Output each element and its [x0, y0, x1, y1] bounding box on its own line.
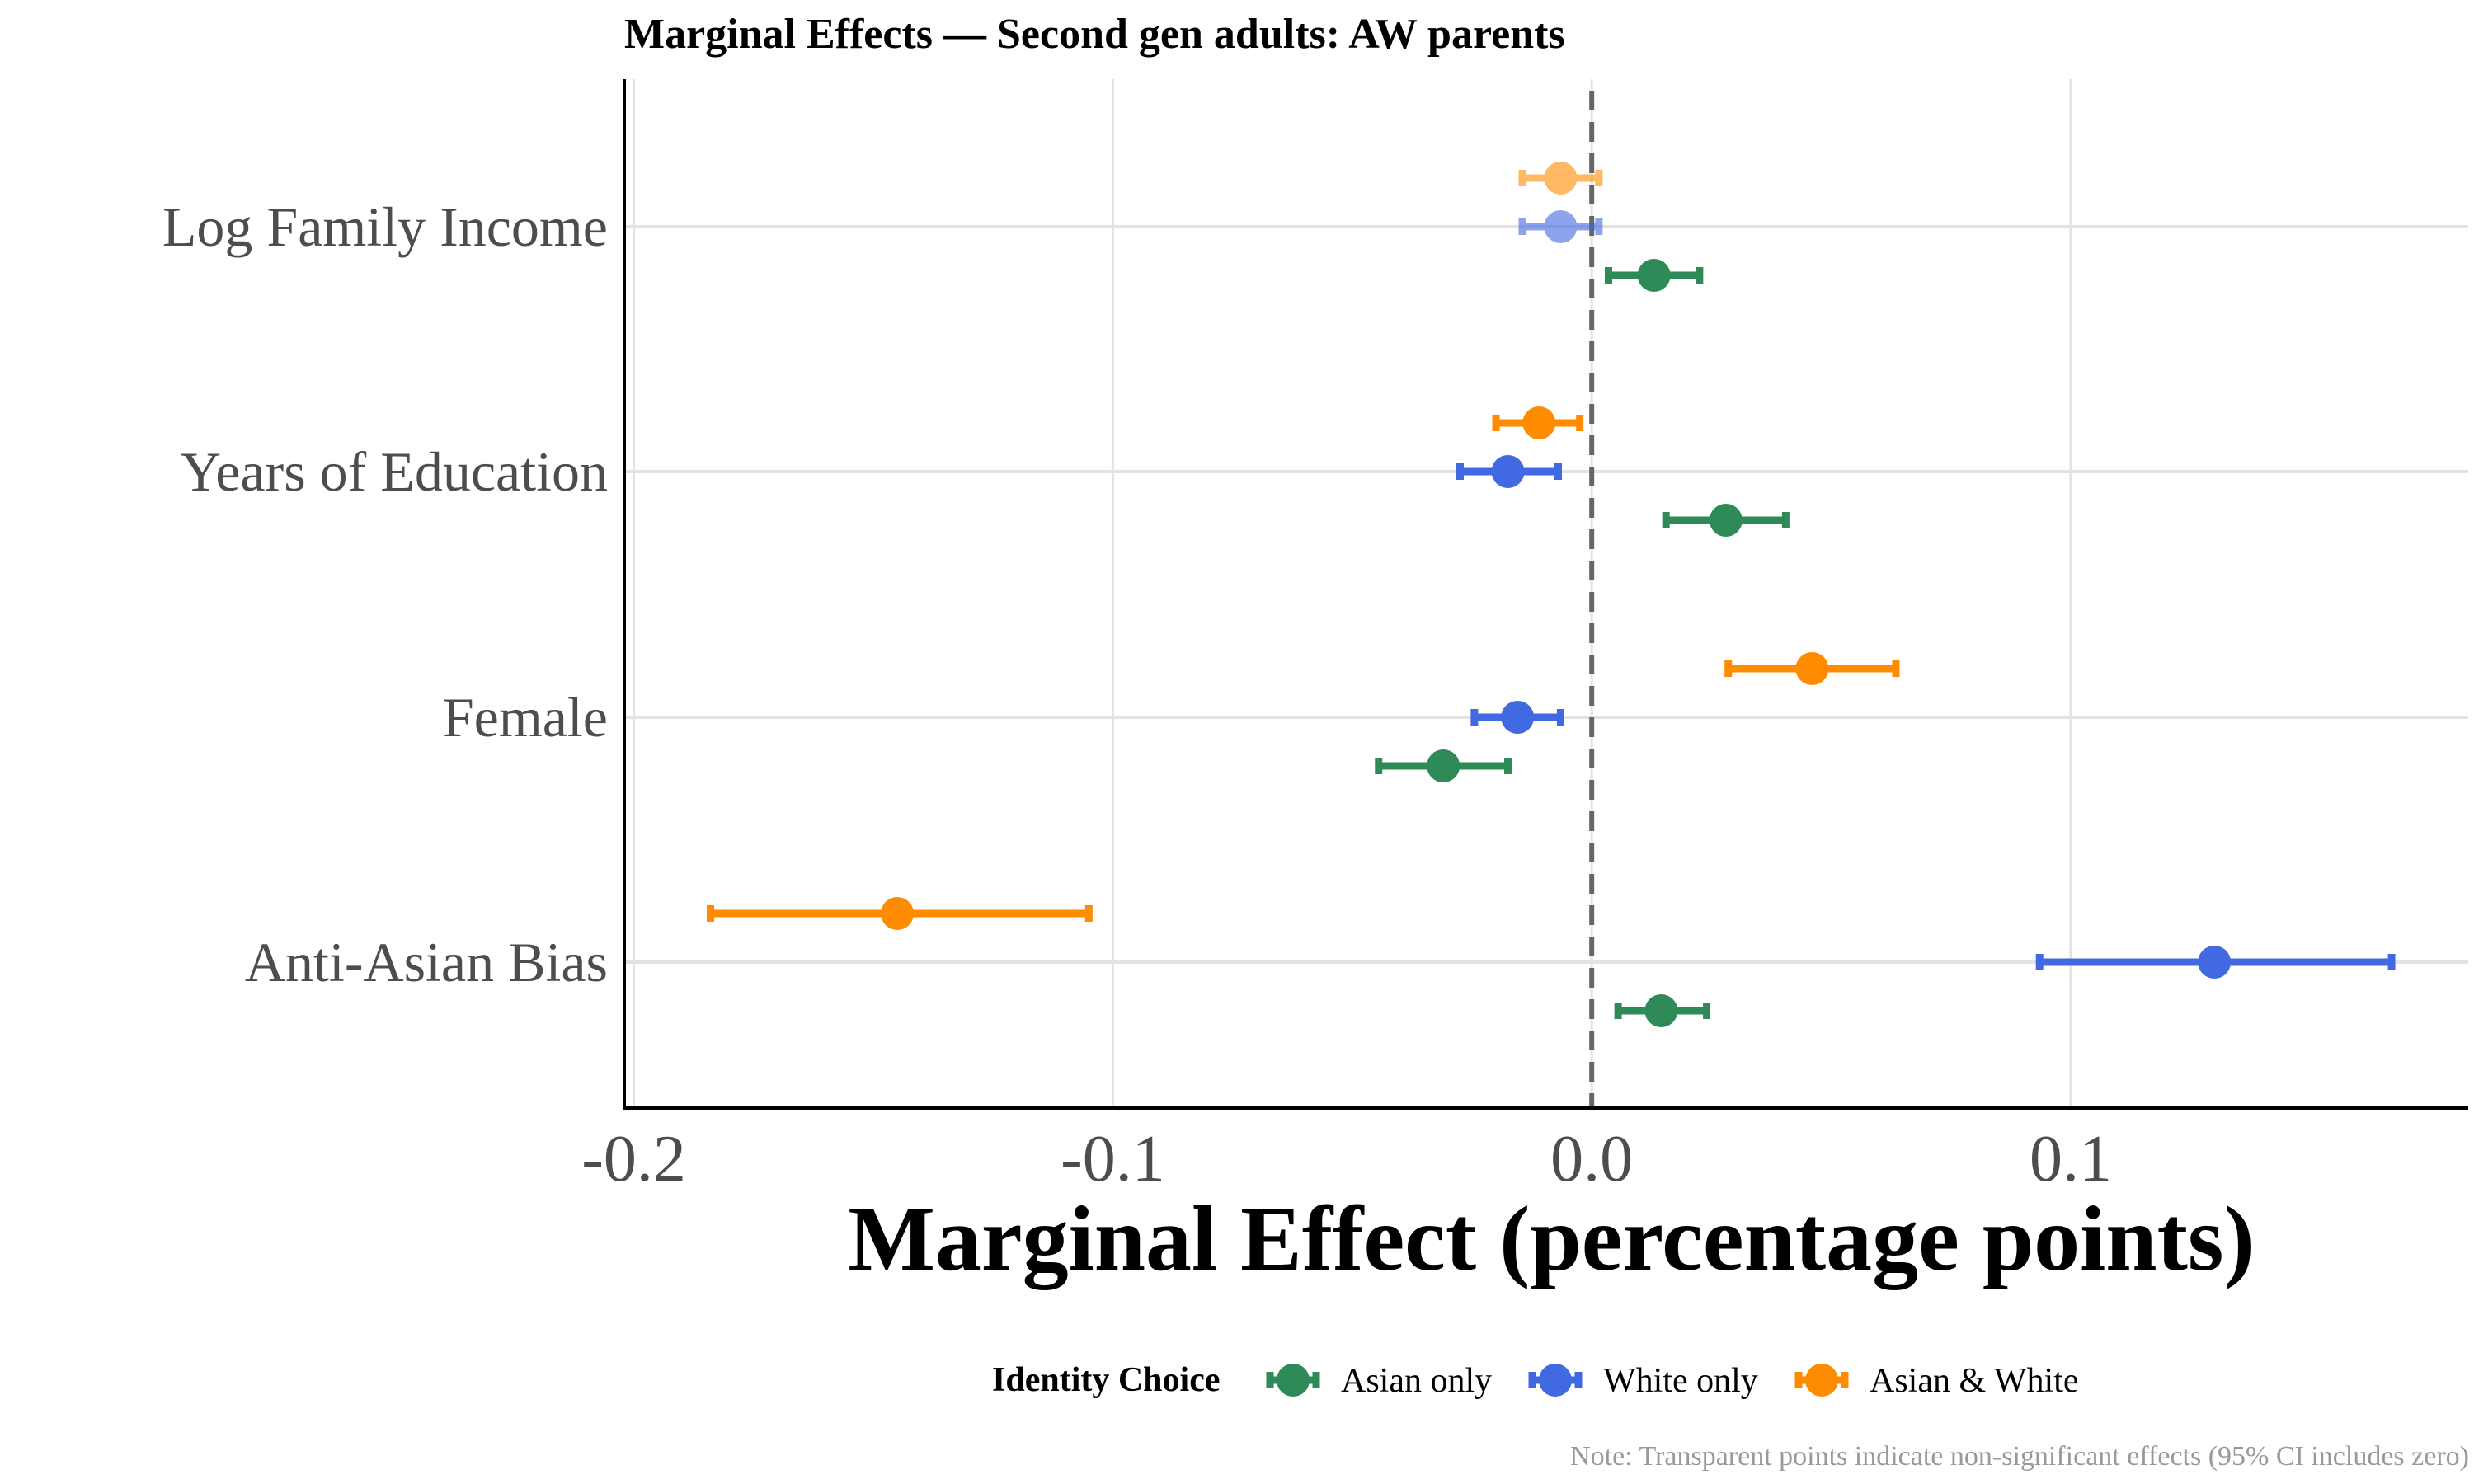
y-tick-label: Female: [443, 686, 608, 749]
y-tick-labels: Log Family Income Years of Education Femal…: [162, 195, 608, 993]
x-tick-labels: -0.2 -0.1 0.0 0.1: [581, 1123, 2112, 1195]
point-estimate: [1427, 749, 1460, 782]
error-bar-point: [1605, 259, 1704, 292]
point-estimate: [1501, 701, 1535, 734]
error-bar-point: [1518, 162, 1603, 195]
error-bar-point: [1614, 994, 1711, 1027]
legend-key-point: [1539, 1364, 1572, 1397]
legend-title: Identity Choice: [992, 1361, 1221, 1399]
point-estimate: [1709, 504, 1743, 537]
error-bar-point: [707, 897, 1093, 930]
legend-label: Asian only: [1341, 1362, 1492, 1400]
axes: [623, 79, 2468, 1110]
point-estimate: [881, 897, 915, 930]
error-bar-point: [1662, 504, 1790, 537]
x-tick-label: 0.1: [2030, 1123, 2112, 1195]
error-bar-point: [1492, 406, 1584, 439]
y-tick-label: Anti-Asian Bias: [245, 931, 608, 993]
error-bar-point: [1456, 455, 1563, 488]
point-estimate: [2198, 946, 2232, 979]
legend-label: White only: [1603, 1362, 1758, 1400]
x-tick-label: -0.2: [581, 1123, 686, 1195]
error-bar-point: [1518, 210, 1603, 243]
point-estimate: [1544, 210, 1578, 243]
point-estimate: [1522, 406, 1556, 439]
error-bar-point: [2035, 946, 2396, 979]
legend-label: Asian & White: [1870, 1362, 2079, 1400]
chart-title: Marginal Effects — Second gen adults: AW…: [624, 11, 1565, 58]
data-marks: [707, 162, 2396, 1027]
x-tick-label: -0.1: [1061, 1123, 1165, 1195]
point-estimate: [1491, 455, 1525, 488]
legend: Identity Choice Asian only White only Asia…: [992, 1361, 2079, 1400]
x-tick-label: 0.0: [1550, 1123, 1633, 1195]
point-estimate: [1544, 162, 1578, 195]
legend-key-point: [1805, 1364, 1838, 1397]
error-bar-point: [1724, 652, 1900, 685]
legend-key-point: [1277, 1364, 1310, 1397]
point-estimate: [1637, 259, 1671, 292]
x-axis-label: Marginal Effect (percentage points): [848, 1188, 2255, 1290]
point-estimate: [1644, 994, 1678, 1027]
y-tick-label: Years of Education: [181, 440, 608, 503]
error-bar-point: [1375, 749, 1512, 782]
error-bar-point: [1470, 701, 1564, 734]
point-estimate: [1795, 652, 1829, 685]
y-tick-label: Log Family Income: [162, 195, 608, 258]
chart-note: Note: Transparent points indicate non-si…: [1570, 1441, 2469, 1472]
